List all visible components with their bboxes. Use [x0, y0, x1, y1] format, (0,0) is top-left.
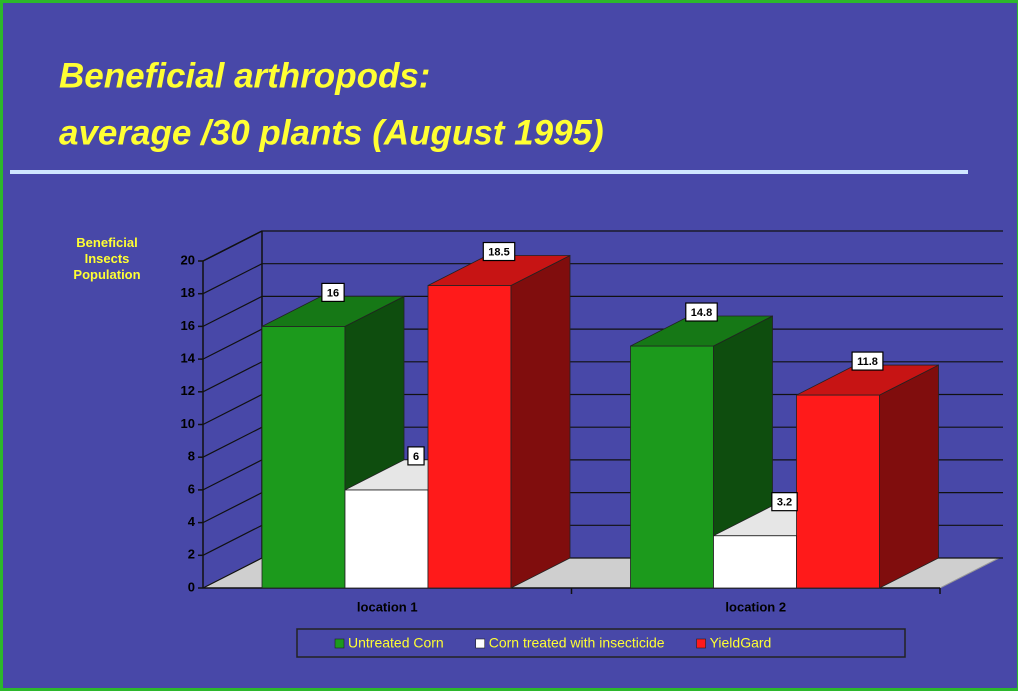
- bar-front: [261, 325, 346, 589]
- data-label-box: [407, 446, 425, 466]
- bar-top: [427, 255, 571, 286]
- y-tick-label: 4: [188, 514, 196, 529]
- data-label: 16: [327, 287, 339, 299]
- grid-line: [202, 263, 1003, 295]
- y-tick-label: 6: [188, 481, 195, 496]
- y-tick-label: 12: [181, 383, 195, 398]
- bar-front: [427, 285, 512, 589]
- grid-line: [202, 230, 1003, 262]
- data-label-box: [851, 351, 884, 371]
- y-tick-label: 18: [181, 285, 195, 300]
- y-axis-label: Beneficial Insects Population: [73, 235, 141, 282]
- y-tick-label: 20: [181, 252, 195, 267]
- bar-front: [796, 394, 880, 589]
- bar-front: [344, 489, 429, 589]
- y-tick-label: 8: [188, 449, 195, 464]
- data-label-box: [685, 302, 718, 322]
- legend-swatch: [475, 638, 486, 649]
- bar-front: [713, 535, 797, 589]
- legend-label: Untreated Corn: [348, 635, 444, 651]
- data-label: 3.2: [777, 497, 792, 509]
- bar-top: [630, 315, 773, 347]
- data-label-box: [771, 492, 798, 512]
- y-tick-label: 14: [181, 351, 196, 366]
- legend-swatch: [334, 638, 345, 649]
- data-label-box: [482, 241, 516, 262]
- legend-label: YieldGard: [710, 635, 772, 651]
- x-tick-label: location 2: [725, 599, 786, 614]
- y-tick-label: 10: [181, 416, 195, 431]
- legend-box: [296, 628, 906, 658]
- y-tick-label: 0: [188, 579, 195, 594]
- bar-top: [261, 295, 405, 327]
- data-label-box: [321, 282, 345, 302]
- title-line: Beneficial arthropods:: [59, 56, 430, 95]
- y-tick-label: 2: [188, 547, 195, 562]
- data-label: 18.5: [488, 246, 509, 258]
- data-label: 6: [413, 451, 419, 463]
- legend-swatch: [696, 638, 706, 649]
- y-tick-label: 16: [181, 318, 195, 333]
- bar-top: [796, 364, 939, 396]
- chart: Beneficial arthropods: average /30 plant…: [10, 56, 1003, 658]
- x-tick-label: location 1: [357, 599, 418, 614]
- grid-line: [202, 295, 1003, 327]
- bar-side: [510, 254, 571, 589]
- data-label: 11.8: [857, 356, 878, 368]
- bar-front: [630, 345, 714, 589]
- bar-side: [879, 364, 939, 589]
- data-label: 14.8: [691, 307, 712, 319]
- title-line: average /30 plants (August 1995): [59, 113, 604, 152]
- legend-label: Corn treated with insecticide: [489, 635, 665, 651]
